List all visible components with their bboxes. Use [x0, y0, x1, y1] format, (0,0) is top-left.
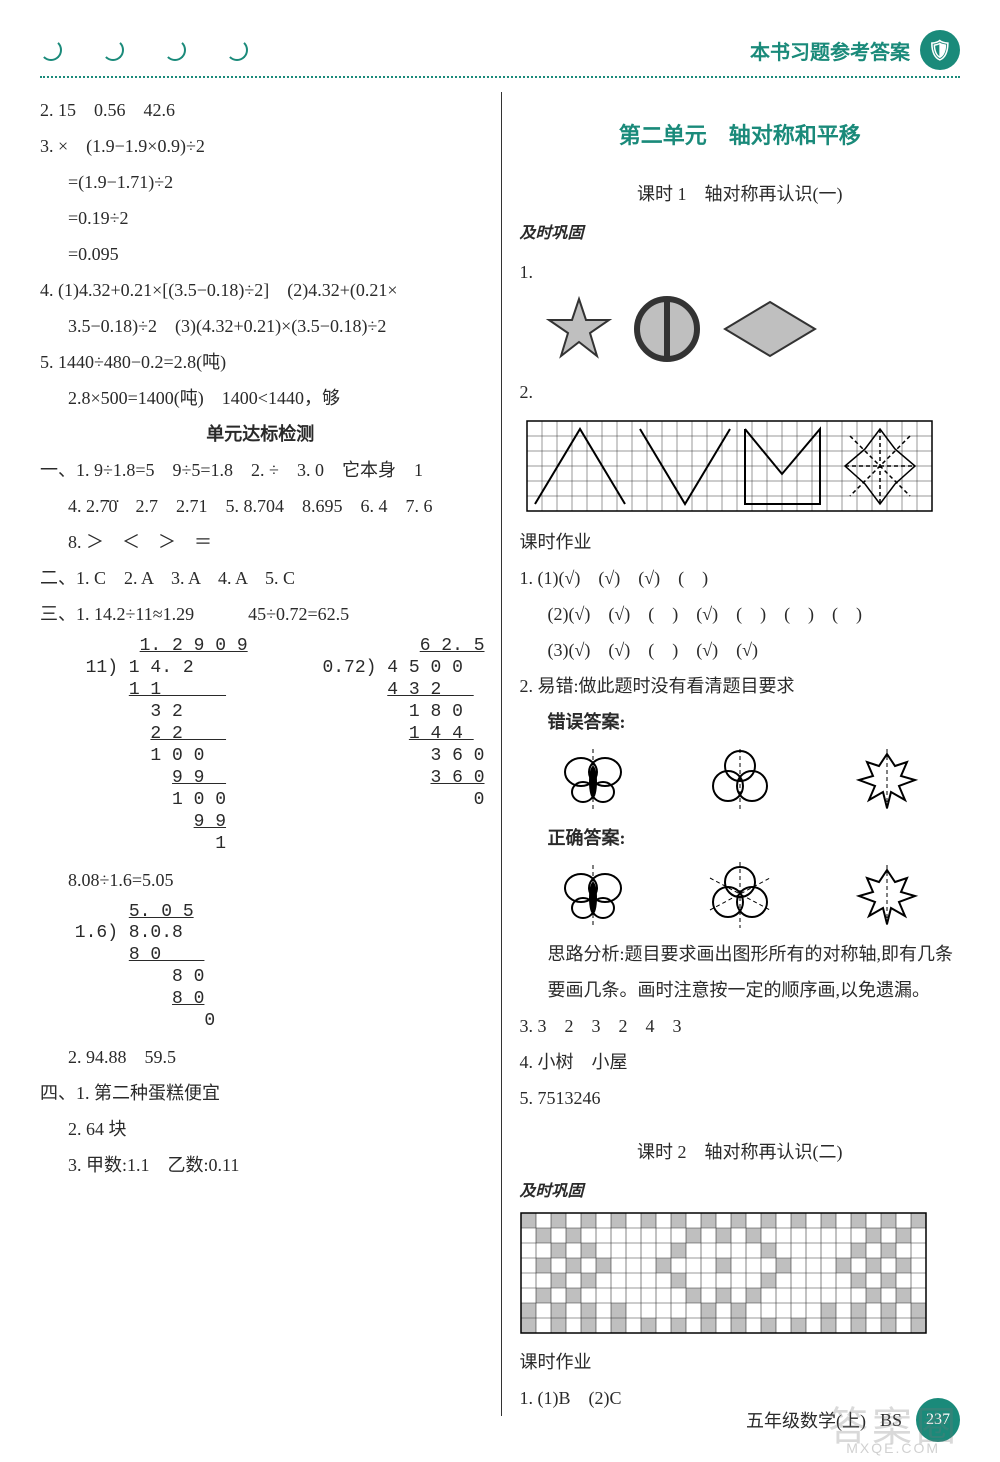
grid-pattern [520, 1212, 961, 1334]
butterfly-icon [553, 860, 633, 930]
header-right: 本书习题参考答案 🛡 [750, 30, 960, 70]
lesson-title: 课时 1 轴对称再认识(一) [520, 176, 961, 212]
unit-title: 第二单元 轴对称和平移 [520, 114, 961, 158]
answer-line: 2. 94.88 59.5 [40, 1039, 481, 1075]
section-label: 课时作业 [520, 524, 961, 560]
shapes-row [544, 294, 961, 364]
section-label: 课时作业 [520, 1344, 961, 1380]
diamond-icon [720, 294, 820, 364]
answer-line: 2. 15 0.56 42.6 [40, 92, 481, 128]
maple-leaf-icon [847, 860, 927, 930]
circle-split-icon [632, 294, 702, 364]
symmetry-row-wrong [520, 744, 961, 814]
header: 本书习题参考答案 🛡 [40, 30, 960, 70]
header-rule [40, 76, 960, 78]
answer-line: 3.5−0.18)÷2 (3)(4.32+0.21)×(3.5−0.18)÷2 [40, 308, 481, 344]
columns: 2. 15 0.56 42.6 3. × (1.9−1.9×0.9)÷2 =(1… [40, 92, 960, 1416]
header-title: 本书习题参考答案 [750, 36, 910, 65]
answer-line: (3)(√) (√) ( ) (√) (√) [520, 632, 961, 668]
three-circles-icon [700, 744, 780, 814]
symmetry-row-correct [520, 860, 961, 930]
label-correct: 正确答案: [520, 820, 961, 856]
answer-line: =0.19÷2 [40, 200, 481, 236]
long-division-3: 5. 0 5 1.6) 8.0.8 8 0 8 0 8 0 0 [64, 902, 481, 1034]
answer-line: 2. 64 块 [40, 1111, 481, 1147]
swirl-icon [164, 39, 186, 61]
swirl-icon [40, 39, 62, 61]
label-wrong: 错误答案: [520, 704, 961, 740]
answer-line: 一、1. 9÷1.8=5 9÷5=1.8 2. ÷ 3. 0 它本身 1 [40, 452, 481, 488]
answer-line: 三、1. 14.2÷11≈1.29 45÷0.72=62.5 [40, 596, 481, 632]
answer-line: 1. (1)(√) (√) (√) ( ) [520, 560, 961, 596]
answer-line: 5. 7513246 [520, 1080, 961, 1116]
grid-svg [520, 1212, 927, 1334]
right-column: 第二单元 轴对称和平移 课时 1 轴对称再认识(一) 及时巩固 1. 2. [501, 92, 961, 1416]
answer-line: 4. (1)4.32+0.21×[(3.5−0.18)÷2] (2)4.32+(… [40, 272, 481, 308]
left-column: 2. 15 0.56 42.6 3. × (1.9−1.9×0.9)÷2 =(1… [40, 92, 487, 1416]
header-swirls [40, 39, 248, 61]
star-icon [544, 294, 614, 364]
answer-line: 4. 2.7̇0̇ 2.7 2.71 5. 8.704 8.695 6. 4 7… [40, 488, 481, 524]
footer: 五年级数学(上) BS 237 [746, 1398, 960, 1442]
long-division-row: 1. 2 9 0 9 11) 1 4. 2 1 1 3 2 2 2 1 0 0 … [40, 632, 481, 862]
page-number-badge: 237 [916, 1398, 960, 1442]
grid-svg: /* 27x6 grid */ [520, 414, 940, 514]
footer-grade: 五年级数学(上) [746, 1407, 866, 1433]
answer-line: 5. 1440÷480−0.2=2.8(吨) [40, 344, 481, 380]
section-label: 及时巩固 [520, 1176, 961, 1208]
answer-line: 2.8×500=1400(吨) 1400<1440，够 [40, 380, 481, 416]
q-label: 1. [520, 254, 961, 290]
section-title: 单元达标检测 [40, 416, 481, 452]
long-division-1: 1. 2 9 0 9 11) 1 4. 2 1 1 3 2 2 2 1 0 0 … [64, 636, 248, 856]
answer-line: =(1.9−1.71)÷2 [40, 164, 481, 200]
answer-line: 3. × (1.9−1.9×0.9)÷2 [40, 128, 481, 164]
answer-line: 四、1. 第二种蛋糕便宜 [40, 1075, 481, 1111]
maple-leaf-icon [847, 744, 927, 814]
footer-edition: BS [880, 1410, 902, 1431]
swirl-icon [102, 39, 124, 61]
analysis-line: 思路分析:题目要求画出图形所有的对称轴,即有几条 [520, 936, 961, 972]
answer-line: 二、1. C 2. A 3. A 4. A 5. C [40, 560, 481, 596]
lesson-title: 课时 2 轴对称再认识(二) [520, 1134, 961, 1170]
answer-line: 2. 易错:做此题时没有看清题目要求 [520, 668, 961, 704]
grid-figure-2: /* 27x6 grid */ [520, 414, 961, 514]
three-circles-icon [700, 860, 780, 930]
butterfly-icon [553, 744, 633, 814]
swirl-icon [226, 39, 248, 61]
answer-line: (2)(√) (√) ( ) (√) ( ) ( ) ( ) [520, 596, 961, 632]
logo-icon: 🛡 [920, 30, 960, 70]
analysis-line: 要画几条。画时注意按一定的顺序画,以免遗漏。 [520, 972, 961, 1008]
answer-line: 3. 甲数:1.1 乙数:0.11 [40, 1147, 481, 1183]
long-division-2: 6 2. 5 0.72) 4 5 0 0 4 3 2 1 8 0 1 4 4 3… [312, 636, 485, 856]
answer-line: 3. 3 2 3 2 4 3 [520, 1008, 961, 1044]
watermark-sub: MXQE.COM [846, 1440, 940, 1456]
answer-line: 4. 小树 小屋 [520, 1044, 961, 1080]
section-label: 及时巩固 [520, 218, 961, 250]
q-label: 2. [520, 374, 961, 410]
answer-line: 8.08÷1.6=5.05 [40, 862, 481, 898]
answer-line: 8. ＞ ＜ ＞ ＝ [40, 524, 481, 560]
page: 本书习题参考答案 🛡 2. 15 0.56 42.6 3. × (1.9−1.9… [0, 0, 1000, 1462]
answer-line: =0.095 [40, 236, 481, 272]
